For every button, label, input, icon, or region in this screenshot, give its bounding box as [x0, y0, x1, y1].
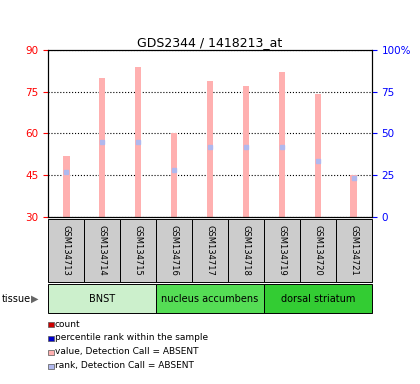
Bar: [351, 175, 357, 217]
Text: dorsal striatum: dorsal striatum: [281, 293, 355, 304]
Bar: [264, 284, 372, 313]
Text: tissue: tissue: [2, 293, 31, 304]
Text: GSM134714: GSM134714: [98, 225, 107, 276]
Bar: [264, 219, 300, 282]
Bar: [48, 219, 84, 282]
Bar: [192, 219, 228, 282]
Bar: [84, 219, 120, 282]
Bar: [48, 284, 156, 313]
Text: BNST: BNST: [89, 293, 115, 304]
Text: GSM134718: GSM134718: [241, 225, 250, 276]
Bar: [171, 134, 177, 217]
Bar: [135, 67, 142, 217]
Bar: [120, 219, 156, 282]
Text: GSM134716: GSM134716: [170, 225, 178, 276]
Text: GSM134721: GSM134721: [349, 225, 358, 276]
Text: count: count: [55, 319, 80, 329]
Bar: [315, 94, 321, 217]
Bar: [156, 284, 264, 313]
Text: ▶: ▶: [31, 293, 39, 304]
Bar: [336, 219, 372, 282]
Text: percentile rank within the sample: percentile rank within the sample: [55, 333, 208, 343]
Bar: [99, 78, 105, 217]
Bar: [278, 72, 285, 217]
Text: GSM134713: GSM134713: [62, 225, 71, 276]
Bar: [228, 219, 264, 282]
Bar: [63, 156, 69, 217]
Bar: [156, 219, 192, 282]
Text: GSM134717: GSM134717: [205, 225, 215, 276]
Text: value, Detection Call = ABSENT: value, Detection Call = ABSENT: [55, 347, 198, 356]
Text: nucleus accumbens: nucleus accumbens: [161, 293, 259, 304]
Text: rank, Detection Call = ABSENT: rank, Detection Call = ABSENT: [55, 361, 194, 370]
Title: GDS2344 / 1418213_at: GDS2344 / 1418213_at: [137, 36, 283, 49]
Text: GSM134720: GSM134720: [313, 225, 322, 276]
Text: GSM134719: GSM134719: [277, 225, 286, 276]
Text: GSM134715: GSM134715: [134, 225, 143, 276]
Bar: [300, 219, 336, 282]
Bar: [207, 81, 213, 217]
Bar: [243, 86, 249, 217]
